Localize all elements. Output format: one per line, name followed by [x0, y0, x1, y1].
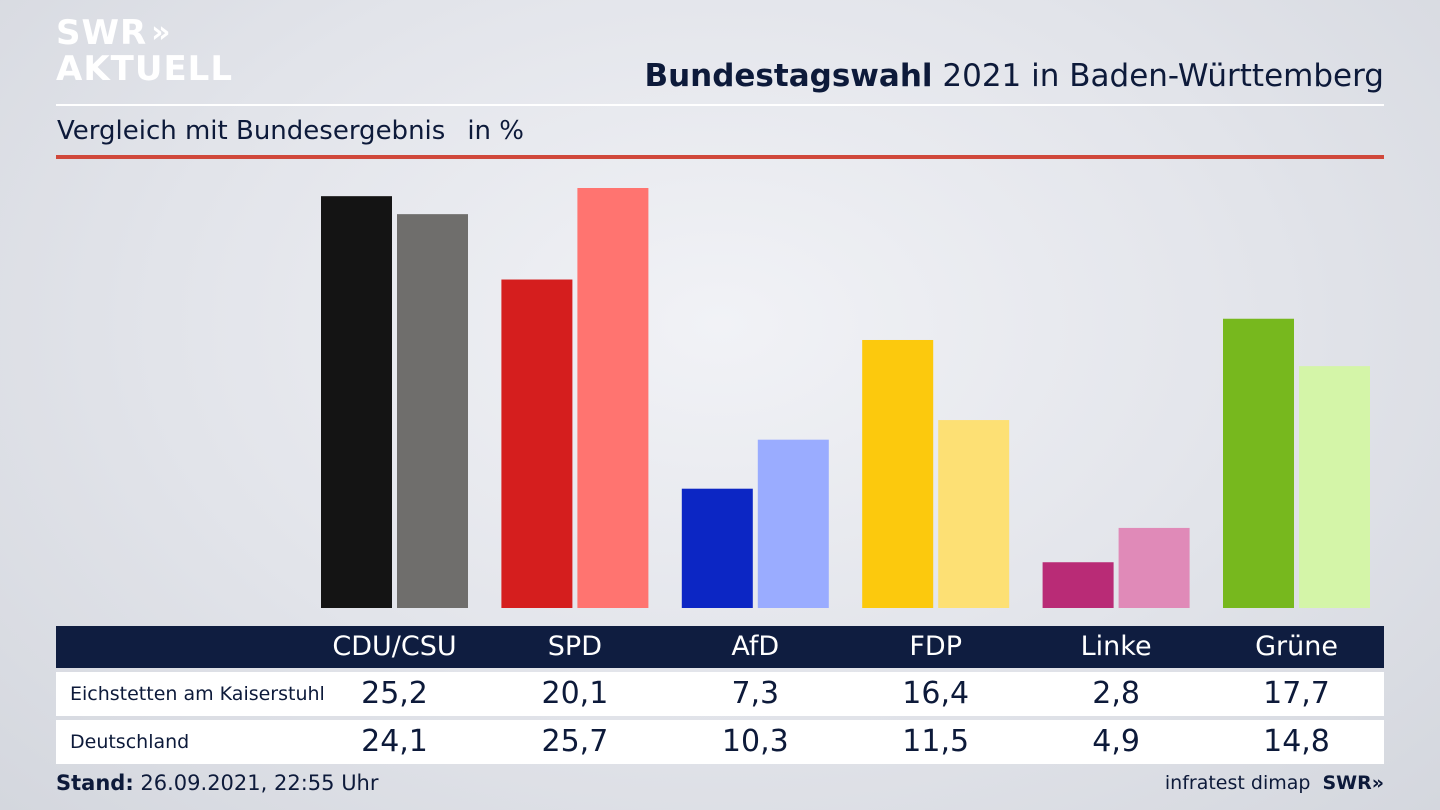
category-label: Linke: [1080, 631, 1152, 662]
value-label: 10,3: [721, 724, 789, 759]
bar-eichstetten-2: [681, 488, 753, 608]
logo-swr-text: SWR: [56, 13, 148, 53]
stand-value: 26.09.2021, 22:55 Uhr: [140, 771, 379, 795]
bar-eichstetten-3: [862, 339, 934, 608]
bar-deutschland-3: [938, 420, 1010, 608]
source-credit: infratest dimap SWR»: [1165, 772, 1384, 794]
title-divider: [56, 104, 1384, 106]
category-label: CDU/CSU: [332, 631, 457, 662]
bar-chart: [321, 188, 1370, 608]
value-label: 7,3: [731, 676, 780, 711]
value-label: 25,2: [361, 676, 428, 711]
logo-aktuell-text: AKTUELL: [56, 49, 234, 89]
table-row-eichstetten: Eichstetten am Kaiserstuhl 25,2 20,1 7,3 16…: [56, 672, 1384, 716]
title-rest: 2021 in Baden-Württemberg: [942, 58, 1384, 94]
bar-deutschland-1: [577, 188, 649, 608]
value-label: 25,7: [541, 724, 609, 759]
table-row-deutschland: Deutschland 24,1 25,7 10,3 11,5 4,9 14,8: [56, 720, 1384, 764]
bar-deutschland-2: [757, 439, 829, 608]
category-label: Grüne: [1255, 631, 1338, 662]
timestamp: Stand: 26.09.2021, 22:55 Uhr: [56, 771, 379, 795]
results-table: CDU/CSU SPD AfD FDP Linke Grüne Eichstetten a…: [56, 626, 1384, 764]
bar-eichstetten-1: [501, 279, 573, 608]
table-header: CDU/CSU SPD AfD FDP Linke Grüne: [56, 626, 1384, 668]
source-text: infratest dimap: [1164, 772, 1311, 794]
swr-small-logo: SWR»: [1322, 772, 1384, 794]
category-label: SPD: [547, 631, 602, 662]
title-bold: Bundestagswahl: [644, 58, 933, 94]
chart-title: Bundestagswahl 2021 in Baden-Württemberg: [644, 58, 1384, 94]
value-label: 20,1: [541, 676, 609, 711]
bar-eichstetten-0: [321, 196, 392, 608]
value-label: 24,1: [361, 724, 428, 759]
category-label: AfD: [731, 631, 780, 662]
value-label: 17,7: [1263, 676, 1330, 711]
bar-eichstetten-5: [1223, 318, 1294, 608]
value-label: 11,5: [902, 724, 970, 759]
bar-eichstetten-4: [1042, 562, 1114, 608]
category-label: FDP: [909, 631, 962, 662]
value-label: 4,9: [1092, 724, 1140, 759]
value-label: 16,4: [902, 676, 970, 711]
swr-aktuell-logo: SWR» AKTUELL: [56, 16, 233, 86]
stand-label: Stand:: [56, 771, 134, 795]
bar-deutschland-0: [397, 214, 468, 608]
value-label: 2,8: [1092, 676, 1140, 711]
bar-deutschland-4: [1118, 527, 1190, 608]
row-label: Eichstetten am Kaiserstuhl: [70, 683, 325, 705]
value-label: 14,8: [1263, 724, 1330, 759]
subtitle-divider: [56, 155, 1384, 159]
subtitle-unit: in %: [467, 116, 524, 146]
subtitle-text: Vergleich mit Bundesergebnis: [57, 116, 446, 146]
chart-subtitle: Vergleich mit Bundesergebnis in %: [57, 116, 524, 146]
swr-small-text: SWR: [1322, 772, 1372, 794]
row-label: Deutschland: [70, 731, 190, 753]
swr-small-chevrons: »: [1371, 772, 1384, 794]
bar-deutschland-5: [1299, 366, 1370, 608]
